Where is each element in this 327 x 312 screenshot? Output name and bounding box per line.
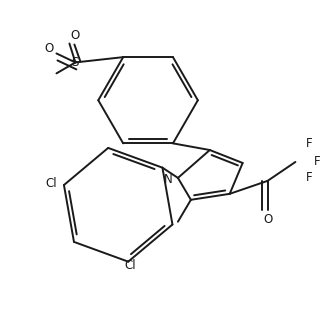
Text: F: F xyxy=(306,137,313,149)
Text: N: N xyxy=(164,173,172,186)
Text: F: F xyxy=(314,155,321,168)
Text: Cl: Cl xyxy=(45,177,57,190)
Text: O: O xyxy=(263,213,272,226)
Text: F: F xyxy=(306,171,313,184)
Text: O: O xyxy=(44,42,53,55)
Text: O: O xyxy=(71,29,80,42)
Text: Cl: Cl xyxy=(125,259,136,272)
Text: S: S xyxy=(72,56,79,69)
